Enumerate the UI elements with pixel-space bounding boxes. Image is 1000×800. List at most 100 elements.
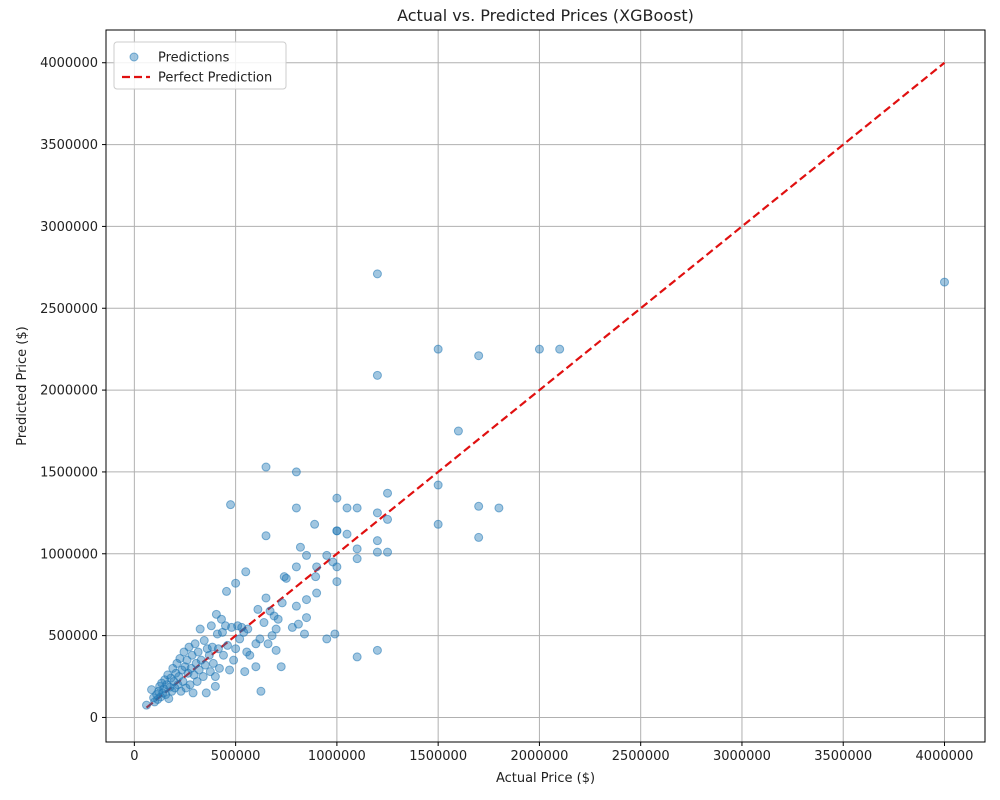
data-point xyxy=(433,519,443,529)
data-point xyxy=(256,686,266,696)
data-point xyxy=(295,542,305,552)
data-point xyxy=(322,550,332,560)
data-point xyxy=(433,344,443,354)
data-point xyxy=(372,645,382,655)
data-point xyxy=(277,598,287,608)
data-point xyxy=(299,629,309,639)
data-point xyxy=(261,531,271,541)
x-tick-label: 1500000 xyxy=(409,749,467,764)
data-point xyxy=(276,662,286,672)
data-point xyxy=(243,624,253,634)
data-point xyxy=(352,503,362,513)
data-point xyxy=(223,640,233,650)
data-point xyxy=(273,614,283,624)
data-point xyxy=(206,621,216,631)
x-axis: 0 500000 1000000 1500000 2000000 2500000 30000… xyxy=(130,742,973,764)
data-point xyxy=(192,676,202,686)
data-point xyxy=(201,688,211,698)
y-tick-label: 2500000 xyxy=(40,302,98,317)
data-point xyxy=(193,647,203,657)
legend-marker-predictions xyxy=(129,52,139,62)
data-point xyxy=(291,467,301,477)
data-point xyxy=(142,700,152,710)
data-point xyxy=(302,613,312,623)
data-point xyxy=(534,344,544,354)
data-point xyxy=(175,654,185,664)
data-point xyxy=(383,514,393,524)
data-point xyxy=(352,554,362,564)
x-axis-label: Actual Price ($) xyxy=(496,771,595,786)
y-tick-label: 0 xyxy=(90,711,98,726)
data-point xyxy=(494,503,504,513)
data-point xyxy=(433,480,443,490)
data-point xyxy=(372,269,382,279)
data-point xyxy=(271,624,281,634)
data-point xyxy=(198,672,208,682)
data-point xyxy=(332,493,342,503)
data-point xyxy=(939,277,949,287)
data-point xyxy=(202,644,212,654)
y-tick-label: 1000000 xyxy=(40,547,98,562)
data-point xyxy=(255,634,265,644)
data-point xyxy=(372,536,382,546)
data-point xyxy=(322,634,332,644)
data-point xyxy=(312,562,322,572)
data-point xyxy=(261,462,271,472)
data-point xyxy=(195,624,205,634)
data-point xyxy=(474,501,484,511)
data-point xyxy=(214,663,224,673)
data-point xyxy=(251,662,261,672)
data-point xyxy=(291,601,301,611)
data-point xyxy=(245,650,255,660)
y-axis-label: Predicted Price ($) xyxy=(15,326,30,445)
data-point xyxy=(372,370,382,380)
data-point xyxy=(210,681,220,691)
data-point xyxy=(185,680,195,690)
y-tick-label: 1500000 xyxy=(40,465,98,480)
data-point xyxy=(210,672,220,682)
data-point xyxy=(261,593,271,603)
data-point xyxy=(474,351,484,361)
data-point xyxy=(310,519,320,529)
plot-frame xyxy=(105,29,986,743)
legend-box xyxy=(113,41,287,90)
data-point xyxy=(218,650,228,660)
data-point xyxy=(332,526,342,536)
data-point xyxy=(188,688,198,698)
data-point xyxy=(311,572,321,582)
data-point xyxy=(208,658,218,668)
data-point xyxy=(222,586,232,596)
data-point xyxy=(291,503,301,513)
x-tick-label: 0 xyxy=(130,749,138,764)
data-point xyxy=(453,426,463,436)
legend: Predictions Perfect Prediction xyxy=(113,41,287,90)
data-point xyxy=(241,567,251,577)
data-point xyxy=(253,604,263,614)
legend-label-predictions: Predictions xyxy=(158,51,230,66)
x-tick-label: 1000000 xyxy=(308,749,366,764)
data-point xyxy=(383,547,393,557)
data-point xyxy=(342,529,352,539)
data-point xyxy=(194,665,204,675)
data-point xyxy=(176,686,186,696)
x-tick-label: 2500000 xyxy=(612,749,670,764)
data-point xyxy=(172,658,182,668)
x-tick-label: 500000 xyxy=(211,749,261,764)
legend-label-perfect-prediction: Perfect Prediction xyxy=(158,71,272,86)
x-tick-label: 3500000 xyxy=(814,749,872,764)
data-point xyxy=(352,544,362,554)
data-point xyxy=(271,645,281,655)
data-point xyxy=(330,629,340,639)
data-point xyxy=(555,344,565,354)
data-point xyxy=(372,508,382,518)
chart-title: Actual vs. Predicted Prices (XGBoost) xyxy=(397,6,694,25)
x-tick-label: 2000000 xyxy=(510,749,568,764)
data-point xyxy=(302,595,312,605)
y-tick-label: 2000000 xyxy=(40,384,98,399)
data-point xyxy=(302,550,312,560)
x-tick-label: 3000000 xyxy=(713,749,771,764)
data-point xyxy=(240,667,250,677)
y-tick-label: 500000 xyxy=(48,629,98,644)
data-point xyxy=(259,618,269,628)
